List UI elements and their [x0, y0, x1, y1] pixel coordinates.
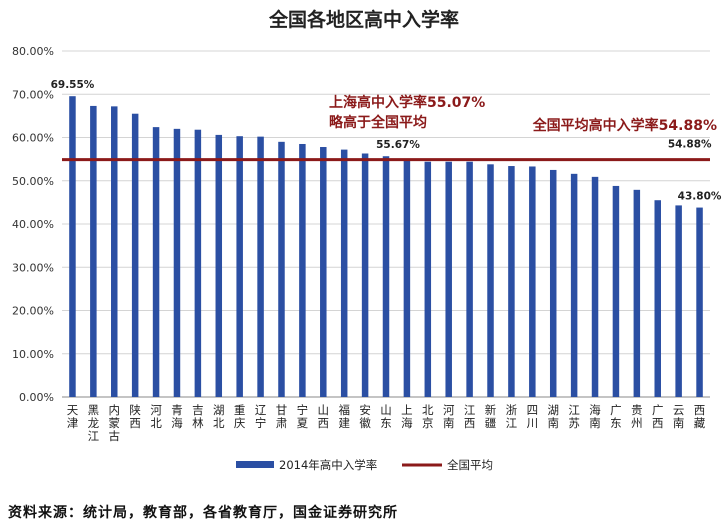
category-label: 辽宁 — [255, 403, 267, 430]
bar — [382, 156, 390, 397]
bar — [194, 129, 202, 397]
category-label: 宁夏 — [297, 403, 309, 430]
bar — [257, 136, 264, 397]
category-label: 江西 — [464, 403, 476, 430]
source-note: 资料来源：统计局，教育部，各省教育厅，国金证券研究所 — [8, 505, 398, 521]
category-label: 广西 — [652, 403, 664, 430]
category-label: 湖北 — [213, 403, 225, 430]
category-label: 河北 — [150, 403, 162, 430]
y-axis: 0.00% 10.00% 20.00% 30.00% 40.00% 50.00% 60.00… — [12, 45, 54, 404]
bar — [508, 166, 515, 397]
category-label: 山西 — [318, 403, 330, 430]
y-tick-label: 30.00% — [12, 261, 54, 274]
category-label: 海南 — [589, 403, 601, 430]
bar — [549, 169, 557, 397]
data-label: 43.80% — [678, 191, 722, 203]
category-label: 青海 — [171, 403, 183, 430]
bar — [69, 96, 76, 397]
bar — [173, 128, 181, 397]
y-tick-label: 50.00% — [12, 175, 54, 188]
bar — [361, 153, 369, 397]
bar — [529, 166, 536, 397]
category-label: 黑龙江 — [88, 403, 100, 443]
bar — [90, 105, 97, 398]
data-label: 69.55% — [51, 79, 95, 91]
category-label: 甘肃 — [276, 403, 288, 430]
category-label: 福建 — [338, 403, 350, 430]
chart-title: 全国各地区高中入学率 — [268, 8, 459, 31]
bars — [69, 96, 703, 398]
bar — [236, 136, 243, 397]
data-label: 54.88% — [668, 139, 712, 151]
y-tick-label: 60.00% — [12, 132, 54, 145]
annotations: 上海高中入学率55.07%略高于全国平均全国平均高中入学率54.88% — [329, 94, 717, 134]
bar — [570, 173, 578, 397]
bar — [340, 149, 348, 397]
category-label: 新疆 — [485, 403, 497, 430]
bar — [612, 185, 620, 397]
bar — [320, 147, 327, 397]
category-label: 湖南 — [547, 403, 559, 430]
category-label: 吉林 — [192, 403, 204, 430]
category-label: 江苏 — [568, 403, 580, 430]
chart: 全国各地区高中入学率 0.00% 10.00% 20.00% 30.00% 40.00%… — [12, 8, 722, 472]
y-tick-label: 70.00% — [12, 88, 54, 101]
bar — [152, 127, 160, 398]
annotation-national-average: 全国平均高中入学率54.88% — [532, 117, 717, 134]
bar — [424, 161, 432, 397]
bar — [131, 113, 139, 398]
y-tick-label: 20.00% — [12, 305, 54, 318]
y-tick-label: 40.00% — [12, 218, 54, 231]
bar — [215, 134, 223, 397]
data-labels: 69.55% 55.67% 43.80% 54.88% — [51, 79, 722, 202]
category-label: 北京 — [422, 403, 434, 430]
bar — [466, 161, 473, 397]
category-label: 内蒙古 — [109, 403, 121, 443]
category-label: 河南 — [443, 403, 455, 430]
bar — [633, 189, 641, 397]
bar — [278, 141, 285, 397]
y-tick-label: 0.00% — [19, 391, 54, 404]
bar — [111, 106, 118, 398]
bar — [487, 164, 494, 397]
legend-swatch-bars — [236, 461, 274, 468]
bar — [654, 200, 661, 397]
category-label: 贵州 — [631, 403, 643, 430]
category-label: 重庆 — [234, 403, 246, 430]
bar — [696, 207, 703, 397]
y-tick-label: 10.00% — [12, 348, 54, 361]
legend-label-average: 全国平均 — [447, 458, 493, 472]
bar — [591, 176, 599, 397]
bar — [299, 143, 306, 397]
annotation-shanghai: 上海高中入学率55.07%略高于全国平均 — [329, 94, 485, 131]
x-axis: 天津黑龙江内蒙古陕西河北青海吉林湖北重庆辽宁甘肃宁夏山西福建安徽山东上海北京河南… — [67, 403, 706, 443]
category-label: 天津 — [67, 403, 79, 430]
category-label: 西藏 — [694, 403, 706, 430]
y-tick-label: 80.00% — [12, 45, 54, 58]
bar — [675, 205, 682, 397]
bar — [403, 158, 411, 397]
category-label: 上海 — [401, 403, 413, 430]
category-label: 浙江 — [506, 403, 518, 430]
bar — [445, 161, 452, 397]
legend: 2014年高中入学率 全国平均 — [236, 458, 493, 472]
data-label: 55.67% — [376, 139, 420, 151]
category-label: 安徽 — [359, 403, 371, 430]
category-label: 陕西 — [129, 403, 141, 430]
category-label: 山东 — [380, 403, 392, 430]
category-label: 四川 — [527, 403, 539, 430]
category-label: 广东 — [610, 403, 622, 430]
category-label: 云南 — [673, 403, 685, 430]
legend-label-bars: 2014年高中入学率 — [279, 458, 377, 472]
